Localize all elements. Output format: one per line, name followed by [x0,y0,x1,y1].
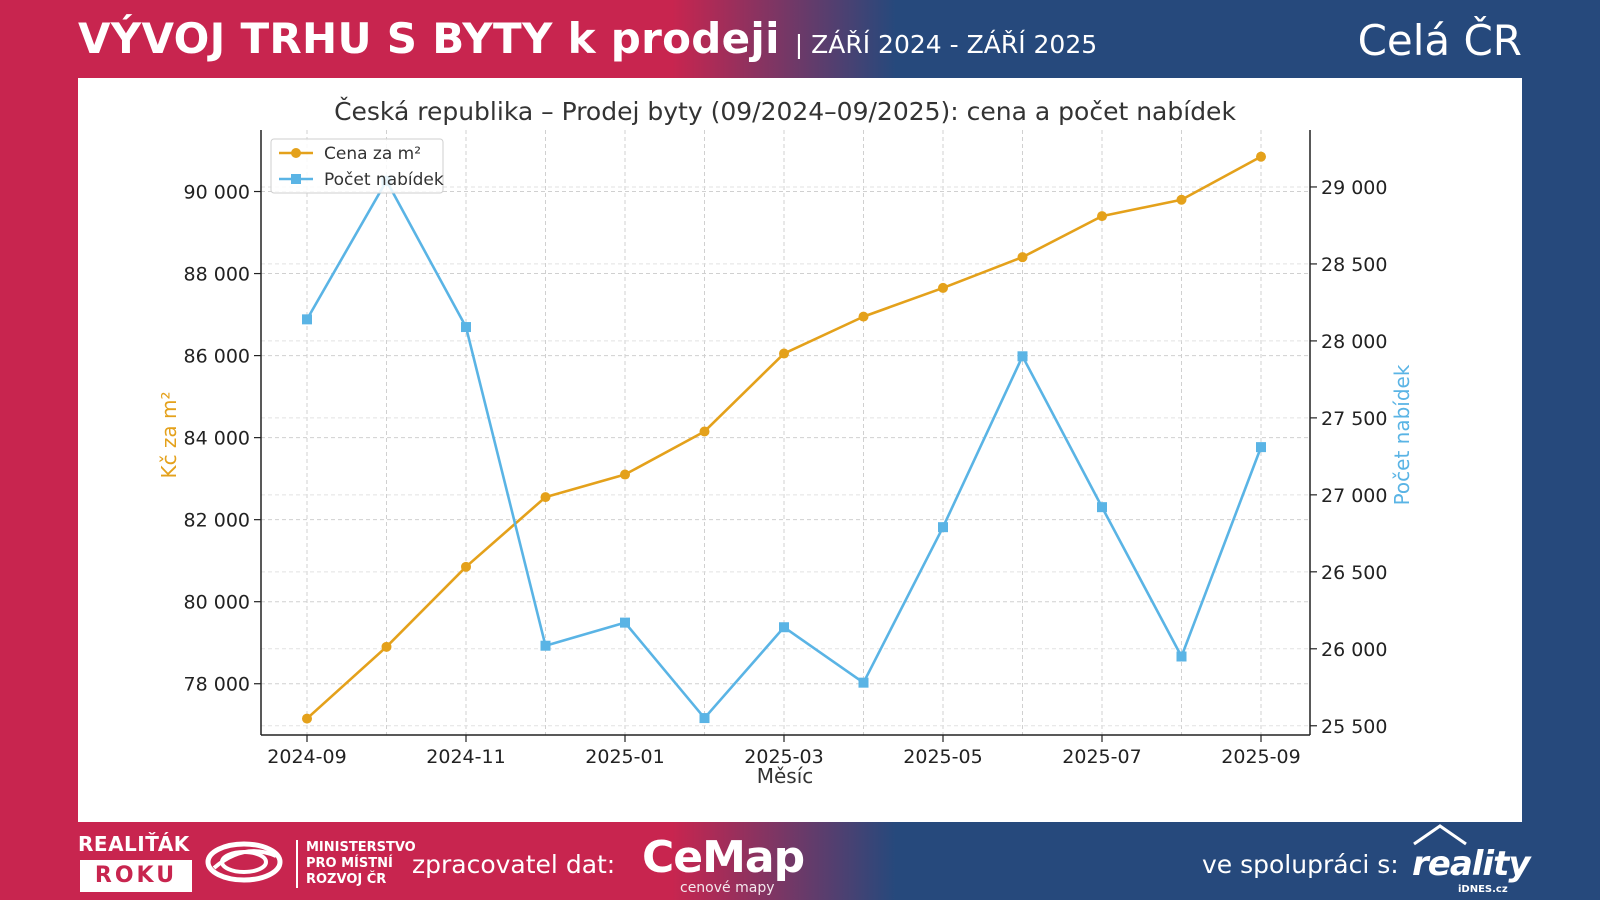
offers-point [938,522,948,533]
offers-point [461,322,471,333]
price-point [699,426,710,437]
ministry-line: PRO MÍSTNÍ [306,856,393,871]
legend-label-price: Cena za m² [324,144,421,164]
offers-point [540,640,551,651]
x-tick-label: 2025-01 [585,746,664,768]
offers-point [302,314,312,325]
y-left-tick-label: 82 000 [184,510,250,532]
offers-point [699,713,710,724]
chart-panel: 78 000 80 000 82 000 84 000 86 000 88 000 90 0… [78,78,1522,822]
legend-box [270,138,444,194]
y-right-tick-label: 26 000 [1321,639,1387,661]
series-layer [302,151,1266,724]
legend-label-offers: Počet nabídek [324,170,444,190]
cemap-logo: CeMap [642,832,805,883]
price-point [620,469,630,480]
price-point [540,492,551,503]
offers-point [620,617,630,628]
x-tick-label: 2025-07 [1062,746,1141,768]
x-tick-label: 2025-05 [903,746,982,768]
x-tick-label: 2025-03 [744,746,823,768]
offers-point [1097,502,1107,513]
y-right-tick-label: 26 500 [1321,562,1387,584]
reality-subbrand: iDNES.cz [1458,884,1508,895]
price-point [1176,194,1187,205]
price-point [779,348,789,359]
y-right-tick-label: 25 500 [1321,716,1387,738]
y-left-tick-label: 88 000 [184,264,250,286]
price-point [1097,211,1107,222]
award-title: REALIŤÁK [78,832,190,856]
ministry-emblem-icon [205,841,283,883]
header-period: | ZÁŘÍ 2024 - ZÁŘÍ 2025 [794,30,1098,59]
y-right-tick-label: 28 000 [1321,331,1387,353]
y-right-tick-label: 27 000 [1321,485,1387,507]
y-right-tick-label: 29 000 [1321,177,1387,199]
x-tick-label: 2024-11 [426,746,505,768]
legend: Cena za m² Počet nabídek [270,138,444,194]
grid-layer [261,130,1310,735]
house-roof-icon [1413,824,1467,846]
offers-point [858,677,869,688]
price-point [1017,252,1028,263]
price-point [858,311,869,322]
header-region: Celá ČR [1357,16,1522,65]
header-title-text: VÝVOJ TRHU S BYTY k prodeji [78,14,780,63]
offers-point [1256,442,1266,453]
x-tick-label: 2024-09 [267,746,346,768]
y-left-tick-label: 78 000 [184,674,250,696]
offers-point [1176,651,1187,662]
price-point [461,561,471,572]
axes-layer: 78 000 80 000 82 000 84 000 86 000 88 000 90 0… [184,130,1387,768]
partner-label: ve spolupráci s: [1202,850,1399,879]
reality-logo: reality [1412,844,1530,884]
award-badge: ROKU [80,860,192,892]
y-right-tick-label: 28 500 [1321,254,1387,276]
offers-point [779,622,789,633]
header-title: VÝVOJ TRHU S BYTY k prodeji | ZÁŘÍ 2024 … [78,14,1097,63]
offers-point [1017,351,1028,362]
price-point [1256,151,1266,162]
ministry-line: ROZVOJ ČR [306,872,387,887]
price-point [381,641,392,652]
y-left-tick-label: 80 000 [184,592,250,614]
y-left-tick-label: 90 000 [184,182,250,204]
legend-marker-price [291,148,301,158]
chart-title: Česká republika – Prodej byty (09/2024–0… [334,96,1236,126]
y-right-axis-label: Počet nabídek [1390,364,1414,505]
y-left-axis-label: Kč za m² [157,391,181,478]
y-right-tick-label: 27 500 [1321,408,1387,430]
price-point [302,713,312,724]
chart-svg: 78 000 80 000 82 000 84 000 86 000 88 000 90 0… [157,96,1414,788]
y-left-tick-label: 86 000 [184,346,250,368]
footer: REALIŤÁK ROKU MINISTERSTVO PRO MÍSTNÍ RO… [0,822,1600,900]
x-tick-label: 2025-09 [1221,746,1300,768]
price-point [938,282,948,293]
x-axis-label: Měsíc [757,764,814,788]
cemap-tagline: cenové mapy [680,880,775,896]
ministry-name: MINISTERSTVO PRO MÍSTNÍ ROZVOJ ČR [296,840,416,888]
ministry-line: MINISTERSTVO [306,840,416,855]
processor-label: zpracovatel dat: [412,850,616,879]
legend-marker-offers [291,174,301,184]
y-left-tick-label: 84 000 [184,428,250,450]
